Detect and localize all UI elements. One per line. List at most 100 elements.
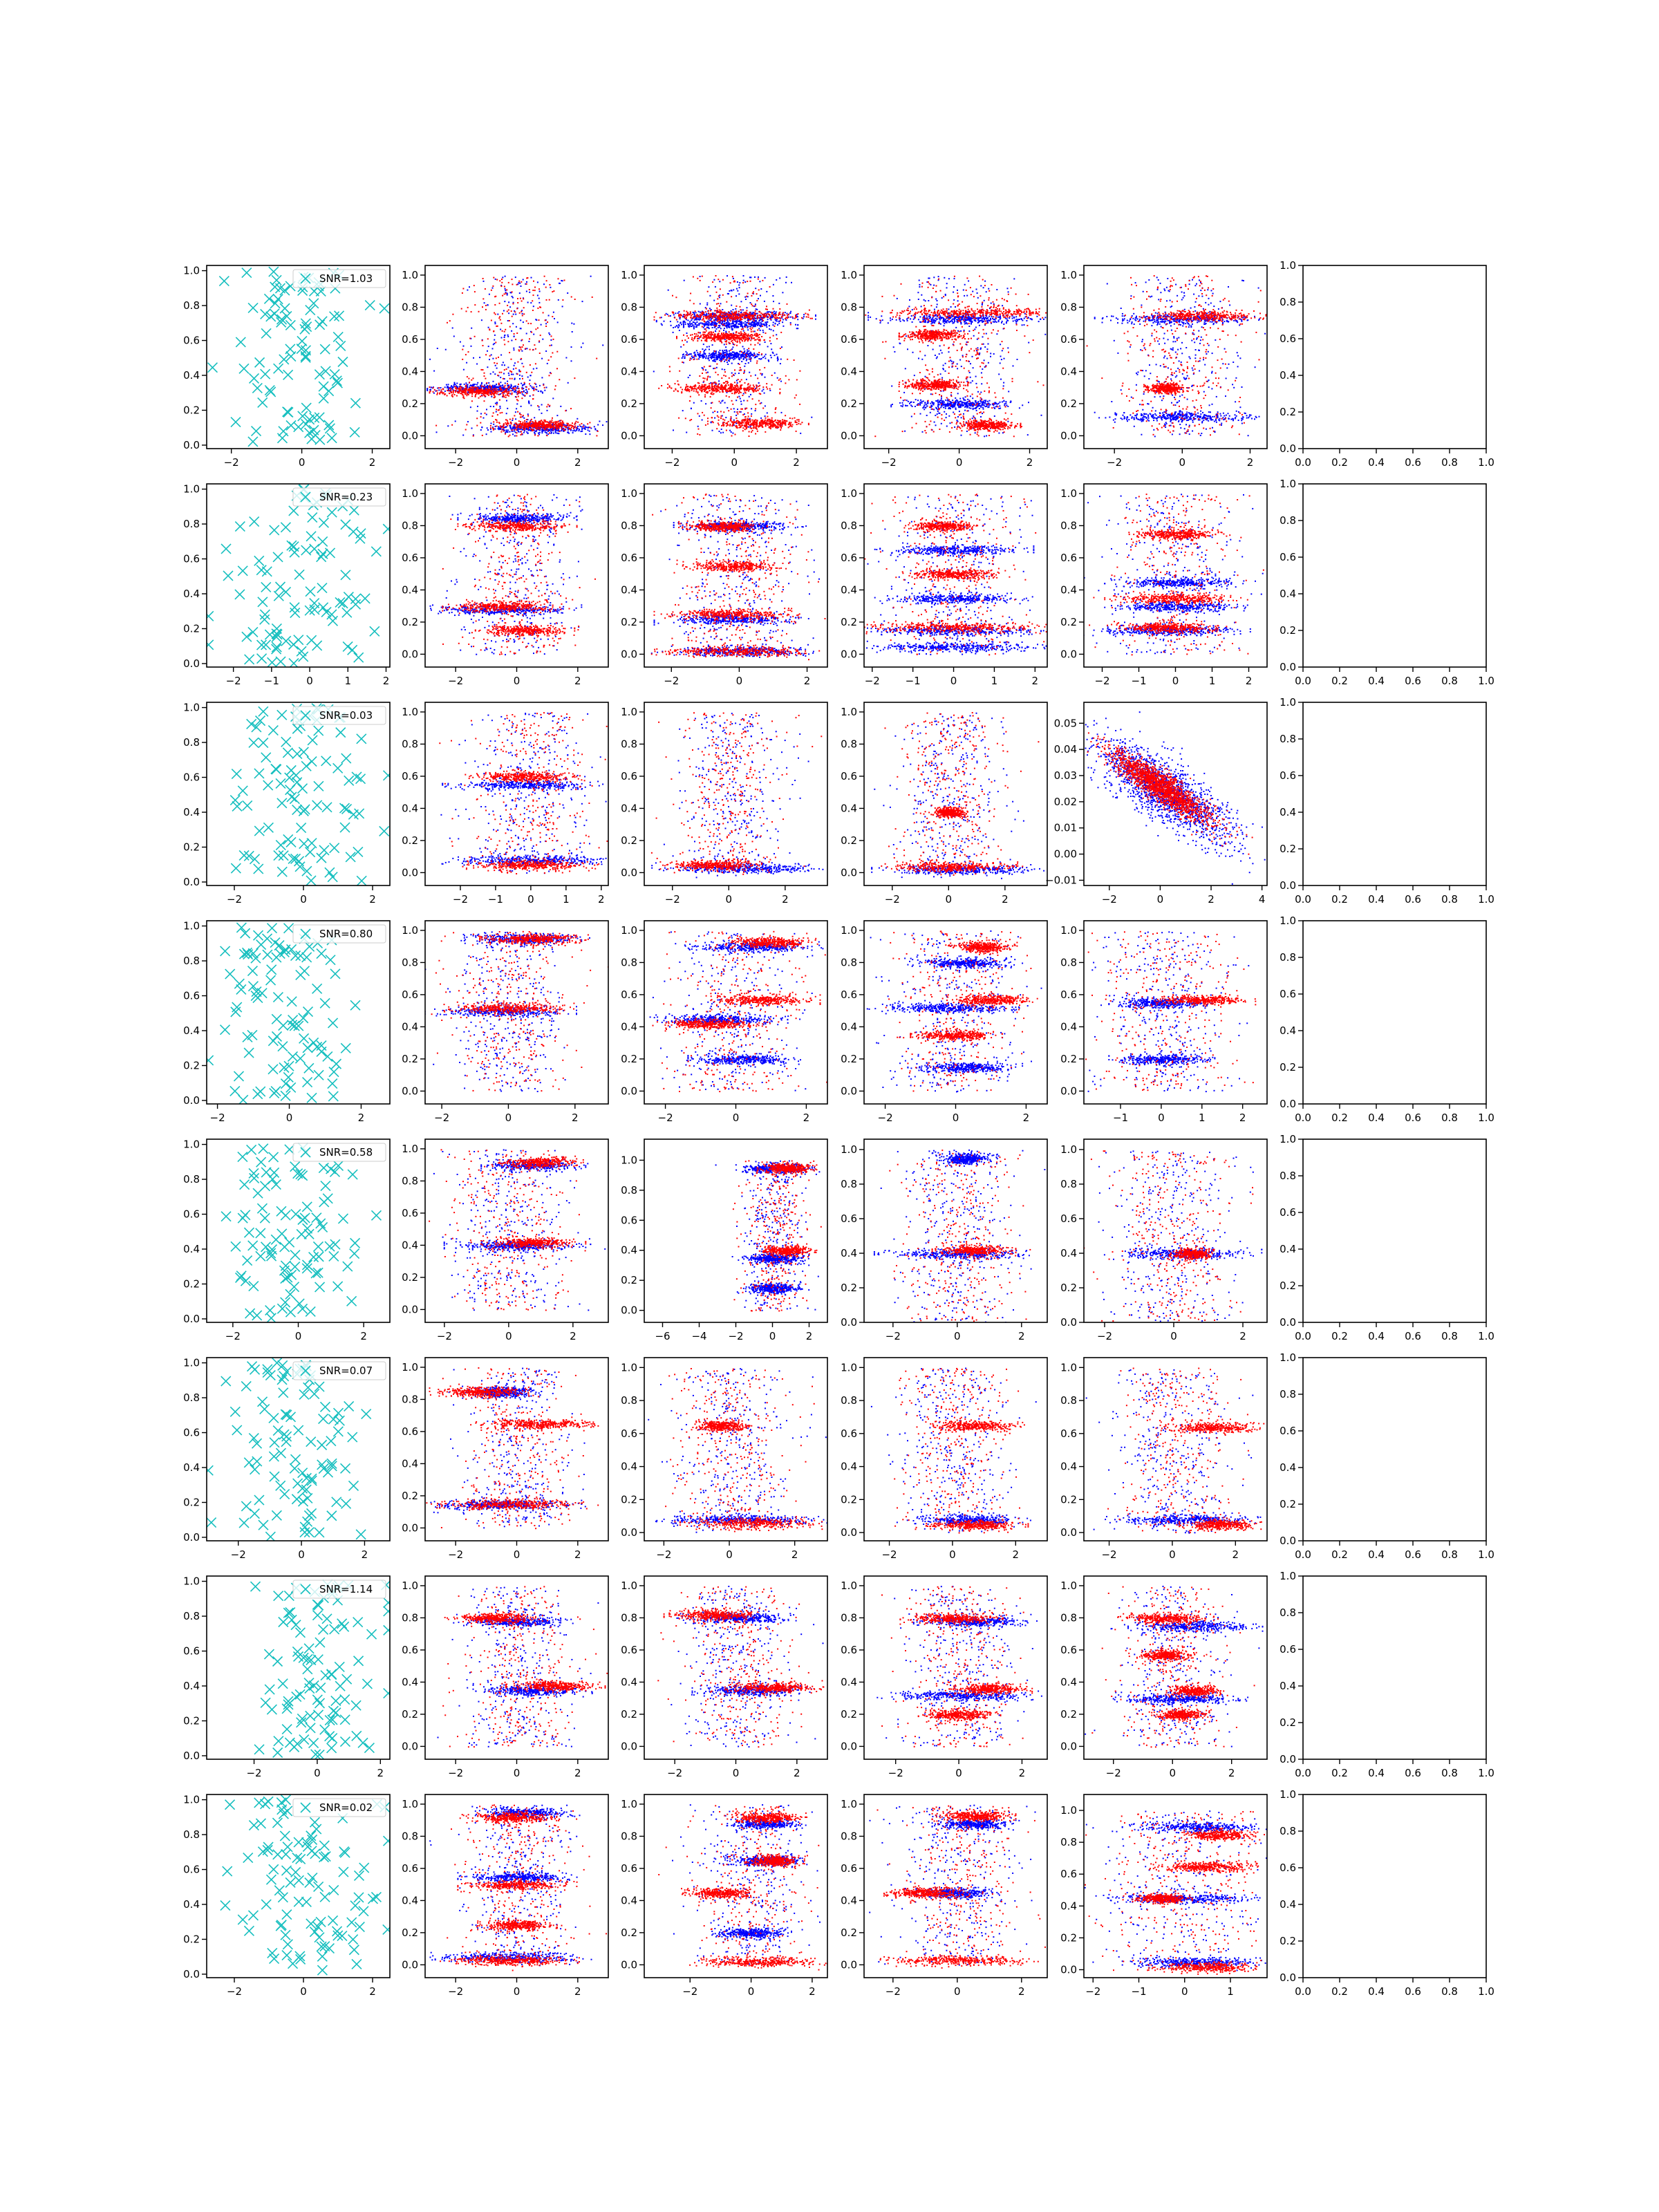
point [707, 291, 709, 292]
point [747, 340, 749, 341]
point [758, 276, 759, 278]
point [703, 312, 704, 314]
point [743, 330, 744, 332]
point [574, 422, 576, 424]
point [713, 319, 715, 321]
y-tick-label: 0.4 [402, 365, 418, 377]
point [757, 336, 758, 337]
point [766, 383, 767, 384]
point [459, 391, 460, 392]
point [693, 276, 694, 278]
point [549, 299, 550, 301]
x-marker [283, 407, 293, 417]
point [773, 284, 774, 285]
point [708, 327, 709, 328]
point [678, 314, 679, 315]
point [749, 313, 751, 315]
point [778, 323, 780, 324]
point [505, 382, 506, 384]
point [709, 376, 711, 377]
point [716, 391, 718, 392]
point [521, 431, 522, 432]
point [572, 430, 574, 431]
series-red [429, 276, 599, 438]
point [759, 369, 760, 371]
point [746, 310, 747, 311]
point [757, 317, 758, 319]
point [501, 337, 503, 339]
point [742, 309, 744, 310]
point [751, 337, 752, 338]
point [507, 305, 508, 306]
point [682, 316, 684, 317]
x-marker [324, 420, 334, 430]
point [531, 332, 532, 333]
point [533, 390, 534, 391]
point [671, 388, 672, 389]
point [765, 415, 766, 417]
point [687, 388, 688, 389]
point [711, 382, 713, 384]
point [746, 324, 747, 326]
point [697, 426, 699, 427]
point [500, 285, 502, 287]
point [730, 391, 731, 392]
point [712, 281, 713, 283]
point [552, 291, 553, 292]
point [769, 390, 771, 391]
point [778, 317, 779, 319]
point [752, 313, 753, 315]
point [688, 377, 689, 378]
x-tick-label: −2 [448, 456, 463, 469]
point [682, 389, 683, 391]
point [773, 308, 774, 310]
point [815, 315, 816, 316]
point [717, 357, 718, 359]
point [533, 386, 534, 388]
point [753, 306, 755, 307]
point [688, 354, 689, 355]
point [691, 337, 693, 339]
point [534, 344, 535, 346]
point [718, 380, 720, 382]
point [467, 421, 469, 422]
point [508, 375, 509, 376]
point [756, 391, 757, 392]
point [748, 317, 749, 319]
point [720, 336, 721, 337]
point [491, 354, 492, 355]
point [498, 427, 500, 429]
point [526, 281, 527, 283]
point [495, 403, 496, 404]
point [517, 362, 518, 363]
point [722, 312, 724, 313]
point [538, 425, 540, 427]
point [737, 321, 738, 322]
point [521, 423, 522, 424]
point [571, 297, 572, 298]
point [678, 324, 679, 326]
point [735, 338, 737, 339]
point [500, 372, 502, 373]
point [572, 425, 573, 427]
point [740, 325, 742, 326]
point [715, 372, 716, 373]
point [661, 385, 662, 386]
point [516, 432, 518, 433]
point [683, 321, 684, 322]
point [761, 358, 762, 359]
point [579, 429, 580, 430]
point [688, 391, 690, 392]
point [750, 394, 751, 395]
point [499, 394, 500, 395]
point [544, 276, 545, 277]
point [512, 297, 514, 299]
point [481, 393, 482, 394]
point [511, 386, 512, 387]
point [731, 435, 733, 437]
point [803, 314, 805, 315]
point [495, 314, 496, 315]
point [713, 391, 715, 392]
point [539, 353, 541, 354]
point [676, 325, 677, 326]
